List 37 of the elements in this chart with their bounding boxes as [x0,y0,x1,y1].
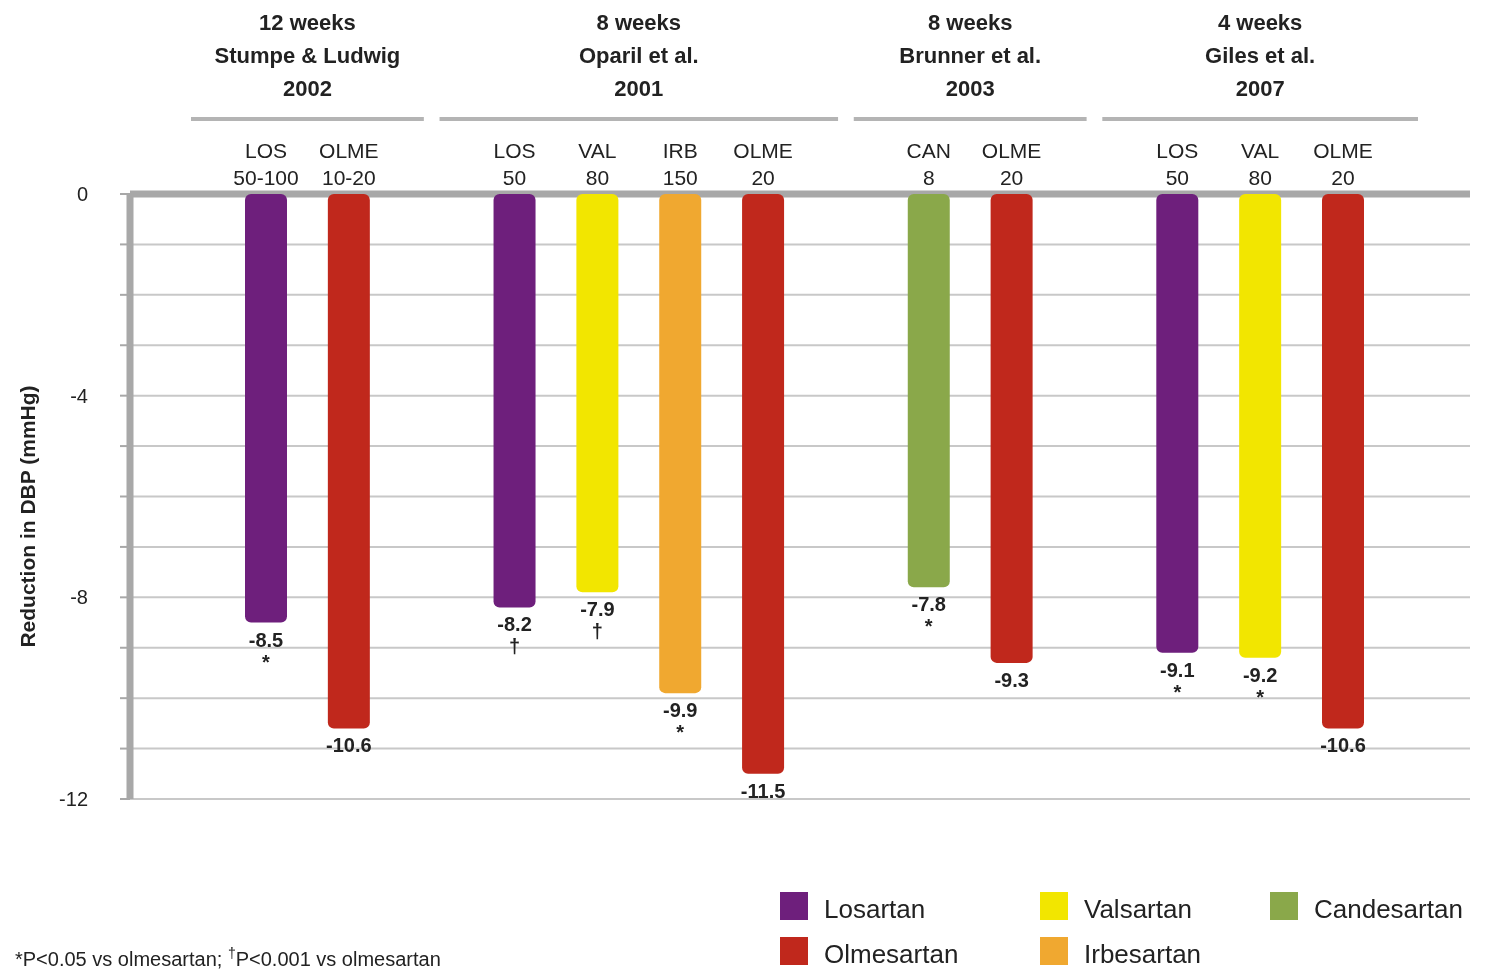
y-tick-label: 0 [76,183,88,205]
x-tick-label: LOS 50 [493,139,536,189]
x-tick-label: LOS 50-100 [233,139,299,189]
data-label: -7.8 * [911,593,946,638]
y-axis-title: Reduction in DBP (mmHg) [16,385,39,648]
x-tick-label: OLME 10-20 [319,139,379,189]
x-tick-label: OLME 20 [981,139,1042,189]
legend-label: Olmesartan [824,939,959,969]
data-label: -11.5 [740,779,786,802]
data-label: -9.9 * [663,699,698,744]
x-tick-label: OLME 20 [1313,139,1373,189]
legend-label: Irbesartan [1084,939,1202,969]
data-label: -9.3 [994,668,1029,691]
y-tick-label: -12 [59,788,88,810]
x-tick-label: OLME 20 [733,139,793,189]
data-label: -9.2 * [1242,663,1278,708]
data-label: -7.9 † [580,598,615,643]
data-label: -8.2 † [497,613,532,658]
x-tick-label: LOS 50 [1156,139,1199,189]
data-label: -8.5 * [248,628,284,673]
text: 8 weeks Oparil et al. 2001 [578,10,699,101]
text: *P<0.05 vs olmesartan; $^{†}$P<0.001 vs olmesartan [15,945,441,970]
legend-label: Candesartan [1314,894,1463,924]
legend-label: Valsartan [1084,894,1192,924]
x-tick-label: VAL 80 [1241,139,1280,189]
data-label: -10.6 [326,734,372,757]
x-tick-label: CAN 8 [906,139,951,189]
x-tick-label: IRB 150 [662,139,698,189]
text: 8 weeks Brunner et al. 2003 [899,10,1042,101]
text: 12 weeks Stumpe & Ludwig 2002 [214,10,401,101]
y-tick-label: -8 [70,586,88,609]
data-label: -9.1 * [1160,658,1195,703]
x-tick-label: VAL 80 [578,139,617,189]
data-label: -10.6 [1320,734,1366,757]
legend-label: Losartan [824,894,926,924]
text: 4 weeks Giles et al. 2007 [1205,10,1316,101]
y-tick-label: -4 [70,384,88,407]
